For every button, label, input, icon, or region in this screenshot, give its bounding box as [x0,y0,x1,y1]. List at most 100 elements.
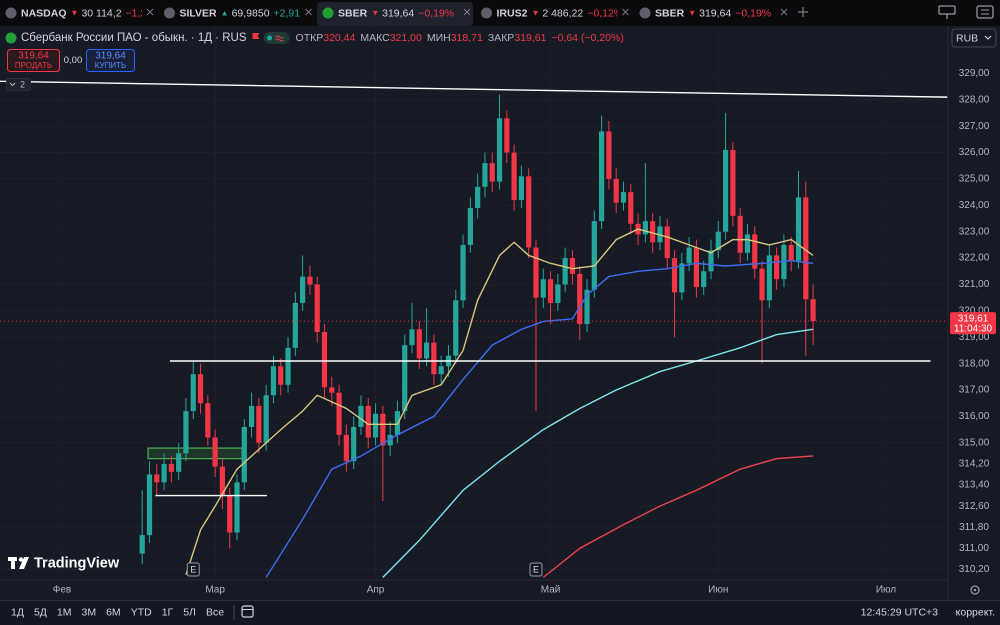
currency-selector[interactable]: RUB [951,28,997,48]
range-button[interactable]: 5Д [34,606,47,618]
calendar-icon[interactable] [241,605,254,618]
candle-body [234,482,240,533]
tab[interactable]: SILVER ▲ 69,9850 +2,91% [158,2,315,26]
candle-body [176,453,182,472]
ohlc-change: −0,64 (−0,20%) [551,32,623,44]
candle-body [336,392,342,435]
candle-body [256,405,262,443]
y-tick-label: 326,00 [959,147,990,158]
candle-body [555,284,561,303]
tab-price: 30 114,2 [81,7,121,19]
candle-body [219,466,226,496]
x-tick-label: Июн [708,585,728,596]
flag-icon [252,33,260,39]
y-tick-label: 311,80 [959,522,989,533]
zone [147,447,243,460]
tab-change: −0,19% [418,7,454,19]
event-marker[interactable]: E [186,562,200,577]
candle-body [161,463,167,483]
tab-symbol: IRUS2 [497,7,528,19]
tab-label: SILVER ▲ 69,9850 +2,91% [180,7,310,19]
status-wave [275,35,284,42]
range-button[interactable]: 1Д [11,606,24,618]
range-button[interactable]: 3М [82,606,97,618]
candle-body [584,289,590,325]
y-tick-label: 325,00 [959,174,990,185]
candle-body [715,231,721,251]
countdown: 11:04:30 [954,323,993,334]
candle-body [197,374,204,404]
candle-body [810,299,816,322]
y-tick-label: 316,00 [959,411,990,422]
range-button[interactable]: YTD [131,606,152,618]
tab[interactable]: IRUS2 ▼ 2 486,22 −0,12% [475,2,632,26]
tab-change: +2,91% [274,7,310,19]
y-tick-label: 310,20 [959,564,990,575]
candle-body [307,276,313,285]
last-price-box [950,312,996,335]
range-button[interactable]: 6М [106,606,121,618]
y-tick-label: 311,00 [959,543,989,554]
candle-body [708,250,714,272]
buy-button[interactable]: 319,64 КУПИТЬ [86,49,135,72]
candle-body [351,426,357,462]
range-button[interactable]: 1М [57,606,72,618]
candle-body [329,387,335,393]
candle-body [795,197,802,261]
tab[interactable]: SBER ▼ 319,64 −0,19% [634,2,790,26]
candle-body [241,426,247,483]
range-button[interactable]: Все [206,606,224,618]
tab-change: −0,12% [587,7,623,19]
axis-settings[interactable] [970,585,980,595]
sell-button[interactable]: 319,64 ПРОДАТЬ [7,49,60,72]
candle-body [752,234,758,269]
tab-label: IRUS2 ▼ 2 486,22 −0,12% [497,7,624,19]
tab-price: 69,9850 [232,7,270,19]
y-tick-label: 319,00 [959,332,990,343]
y-tick-label: 317,00 [959,385,990,396]
candle-body [146,474,153,536]
candle-body [292,302,298,348]
candle-body [343,434,349,462]
candle-body [759,268,765,301]
tab-direction: ▼ [688,9,696,18]
ohlc-value: 320,44 [323,32,355,44]
y-tick-label: 328,00 [959,94,990,105]
candle-body [642,221,648,235]
settings-icon[interactable] [976,5,994,19]
candle-body [402,345,408,412]
tab-background [0,2,156,26]
candle-body [744,234,751,253]
tab-close [305,8,312,16]
event-marker[interactable]: E [529,562,543,577]
candle-body [671,258,678,293]
plot [0,80,948,578]
candle-body [321,331,328,388]
candle-body [533,247,539,298]
candle-body [606,131,612,179]
candle-body [730,149,736,216]
candle-body [358,405,364,427]
tab-symbol: SBER [655,7,685,19]
adjust-toggle[interactable]: коррект. [956,606,995,618]
tab-symbol: NASDAQ [21,7,67,19]
watermark: TradingView [8,555,120,571]
tab-direction: ▼ [531,9,539,18]
indicators-toggle[interactable]: 2 [6,78,31,91]
tab[interactable]: SBER ▼ 319,64 −0,19% [317,2,473,26]
y-tick-label: 320,00 [959,306,990,317]
range-button[interactable]: 1Г [162,606,174,618]
candle-body [278,366,284,385]
y-tick-label: 322,00 [959,253,990,264]
add-tab[interactable] [798,7,808,17]
range-button[interactable]: 5Л [183,606,196,618]
tab[interactable]: NASDAQ ▼30 114,2 −1,21% [0,2,161,26]
tab-close [146,8,154,16]
tab-direction: ▲ [221,9,229,18]
buy-label: КУПИТЬ [95,61,126,70]
candle-body [380,413,386,446]
event-label: E [190,564,196,574]
y-tick-label: 324,00 [959,200,990,211]
candle-body [365,405,371,438]
layout-icon[interactable] [938,5,956,19]
